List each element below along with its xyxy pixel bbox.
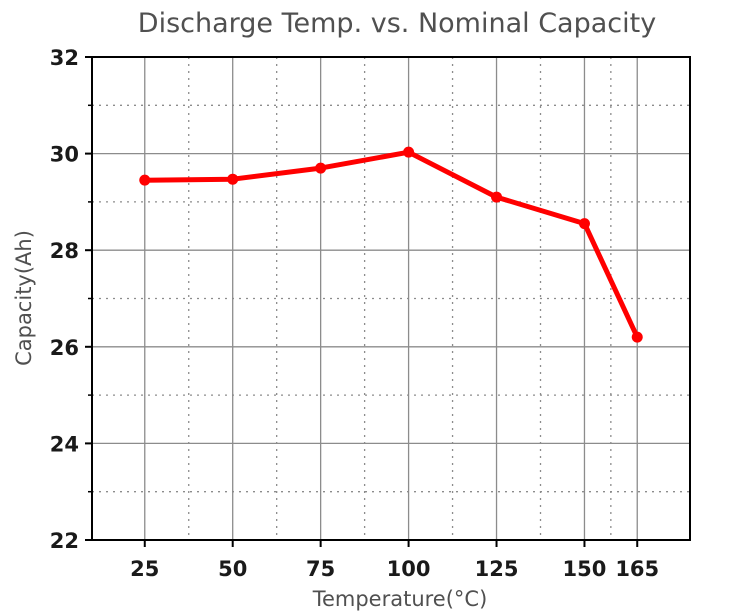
x-tick-label: 150 <box>563 557 607 581</box>
x-tick-label: 50 <box>218 557 247 581</box>
data-point <box>491 191 503 203</box>
y-tick-label: 26 <box>50 336 79 360</box>
data-point <box>631 331 643 343</box>
data-point <box>227 173 239 185</box>
data-point <box>578 218 590 230</box>
x-tick-label: 125 <box>475 557 519 581</box>
y-tick-label: 24 <box>50 432 79 456</box>
data-point <box>315 162 327 174</box>
x-tick-label: 25 <box>130 557 159 581</box>
y-tick-label: 32 <box>50 46 79 70</box>
y-axis-label: Capacity(Ah) <box>12 230 36 366</box>
y-tick-label: 22 <box>50 529 79 553</box>
x-tick-label: 165 <box>615 557 659 581</box>
data-point <box>403 146 415 158</box>
x-axis: 25 50 75 100 125 150 165 <box>130 540 659 581</box>
series-layer <box>139 146 643 343</box>
x-axis-label: Temperature(°C) <box>312 587 488 611</box>
y-axis: 22 24 26 28 30 32 <box>50 46 92 553</box>
y-tick-label: 30 <box>50 143 79 167</box>
data-point <box>139 174 151 186</box>
grid <box>92 56 690 541</box>
x-tick-label: 75 <box>306 557 335 581</box>
plot-frame <box>91 56 691 541</box>
series-line <box>144 149 640 339</box>
x-tick-label: 100 <box>387 557 431 581</box>
chart-title: Discharge Temp. vs. Nominal Capacity <box>138 8 656 39</box>
y-tick-label: 28 <box>50 239 79 263</box>
